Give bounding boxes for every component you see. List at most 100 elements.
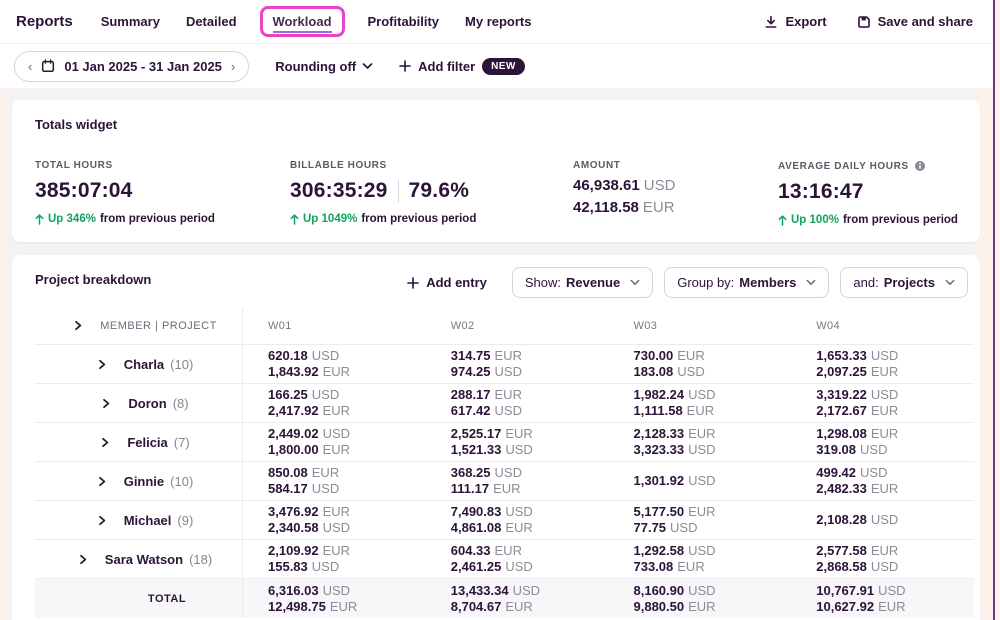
member-cell: Ginnie (10) [35, 462, 243, 500]
amount-value: 9,880.50 [633, 598, 685, 614]
member-project-count: (8) [172, 395, 189, 411]
amount-value: 730.00 [633, 348, 674, 363]
table-header-row: MEMBER | PROJECT W01 W02 W03 W04 [35, 307, 974, 344]
header: Reports Summary Detailed Workload Profitabi… [0, 0, 993, 88]
expand-chevron-icon[interactable] [97, 359, 107, 370]
breakdown-table: MEMBER | PROJECT W01 W02 W03 W04 Charla (10) 62… [35, 307, 974, 618]
revenue-cell: 1,292.58 USD 733.08 EUR [609, 540, 792, 578]
revenue-cell: 1,653.33 USD 2,097.25 EUR [791, 345, 974, 383]
total-hours-value: 385:07:04 [35, 179, 133, 202]
revenue-cell: 166.25 USD 2,417.92 EUR [243, 384, 426, 422]
revenue-cell: 730.00 EUR 183.08 USD [609, 345, 792, 383]
chevron-down-icon [362, 62, 373, 70]
amount-value: 1,298.08 [816, 426, 867, 441]
currency-code: EUR [505, 520, 533, 535]
expand-chevron-icon[interactable] [97, 476, 107, 487]
revenue-cell: 2,577.58 EUR 2,868.58 USD [791, 540, 974, 578]
amount-value: 2,109.92 [268, 543, 319, 558]
amount-line: 42,118.58 EUR [573, 199, 675, 216]
revenue-cell: 620.18 USD 1,843.92 EUR [243, 345, 426, 383]
currency-code: USD [322, 582, 351, 598]
tab-detailed[interactable]: Detailed [186, 9, 237, 34]
revenue-cell: 2,108.28 USD [791, 501, 974, 539]
amount-value: 1,653.33 [816, 348, 867, 363]
amount-value: 620.18 [268, 348, 308, 363]
currency-code: USD [870, 512, 899, 527]
expand-chevron-icon[interactable] [100, 437, 110, 448]
amount-value: 2,340.58 [268, 520, 319, 535]
amount-value: 974.25 [450, 364, 491, 379]
amount-value: 166.25 [268, 387, 308, 402]
billable-percent: 79.6% [408, 179, 470, 202]
next-period-button[interactable]: › [230, 58, 236, 74]
tab-profitability[interactable]: Profitability [368, 9, 440, 34]
amount-line: 46,938.61 USD [573, 177, 676, 194]
tab-summary[interactable]: Summary [101, 9, 160, 34]
chevron-down-icon [935, 279, 955, 286]
revenue-cell: 2,449.02 USD 1,800.00 EUR [243, 423, 426, 461]
currency-code: USD [677, 364, 705, 379]
totals-widget-card: Totals widget TOTAL HOURS 385:07:04 Up 3… [12, 100, 980, 242]
currency-code: EUR [494, 543, 522, 558]
expand-chevron-icon[interactable] [78, 554, 88, 565]
amount-value: 314.75 [450, 348, 491, 363]
tab-label: Summary [100, 14, 160, 29]
amount-value: 1,111.58 [633, 403, 683, 418]
add-filter-button[interactable]: Add filter NEW [399, 57, 525, 75]
revenue-cell: 499.42 USD 2,482.33 EUR [791, 462, 974, 500]
revenue-cell: 1,301.92 USD [609, 462, 792, 500]
member-name: Ginnie [123, 473, 165, 489]
currency-code: USD [494, 364, 522, 379]
currency-code: EUR [870, 426, 899, 441]
metric-total-hours: TOTAL HOURS 385:07:04 Up 346% from previ… [35, 160, 215, 225]
previous-period-button[interactable]: ‹ [28, 58, 33, 74]
show-dropdown[interactable]: Show: Revenue [511, 267, 654, 298]
amount-value: 604.33 [450, 543, 491, 558]
currency-code: USD [311, 348, 340, 363]
revenue-cell: 7,490.83 USD 4,861.08 EUR [426, 501, 609, 539]
rounding-dropdown[interactable]: Rounding off [275, 59, 373, 74]
revenue-cell: 850.08 EUR 584.17 USD [243, 462, 426, 500]
currency-code: USD [870, 348, 899, 363]
date-range-picker[interactable]: ‹ 01 Jan 2025 - 31 Jan 2025 › [14, 50, 250, 82]
info-icon[interactable] [914, 160, 926, 172]
amount-value: 2,525.17 [450, 426, 502, 441]
window-edge-line [993, 0, 995, 620]
nav-row: Reports Summary Detailed Workload Profitabi… [0, 0, 993, 44]
and-dropdown[interactable]: and: Projects [840, 267, 968, 298]
revenue-cell: 288.17 EUR 617.42 USD [426, 384, 609, 422]
project-breakdown-title: Project breakdown [35, 272, 152, 287]
amount-value: 2,461.25 [450, 559, 502, 574]
expand-chevron-icon[interactable] [73, 320, 83, 331]
member-cell: Michael (9) [35, 501, 243, 539]
group-by-dropdown[interactable]: Group by: Members [664, 267, 830, 298]
amount-value: 8,160.90 [633, 582, 685, 598]
expand-chevron-icon[interactable] [97, 515, 107, 526]
trend-up-icon [35, 213, 44, 225]
totals-widget-title: Totals widget [35, 117, 118, 132]
export-button[interactable]: Export [764, 14, 827, 29]
currency-code: USD [688, 543, 716, 558]
tab-my-reports[interactable]: My reports [465, 9, 531, 34]
week-column-header: W02 [450, 319, 475, 332]
tab-label: Workload [272, 14, 332, 33]
save-and-share-button[interactable]: Save and share [857, 14, 973, 29]
amount-value: 1,982.24 [633, 387, 685, 402]
currency-code: USD [494, 465, 522, 480]
expand-chevron-icon[interactable] [101, 398, 111, 409]
member-cell: Doron (8) [35, 384, 243, 422]
currency-code: USD [512, 582, 541, 598]
amount-value: 368.25 [450, 465, 491, 480]
plus-icon [407, 276, 419, 289]
member-project-count: (10) [170, 473, 194, 489]
currency-code: USD [505, 504, 533, 519]
add-entry-button[interactable]: Add entry [407, 275, 487, 290]
revenue-cell: 3,319.22 USD 2,172.67 EUR [791, 384, 974, 422]
currency-code: USD [688, 387, 716, 402]
table-row: Doron (8) 166.25 USD 2,417.92 EUR 288.17 EUR 617… [35, 383, 974, 422]
member-name: Michael [123, 512, 172, 528]
currency-code: EUR [688, 598, 716, 614]
member-project-count: (9) [177, 512, 194, 528]
nav-tabs: Summary Detailed Workload Profitability My r… [101, 6, 532, 37]
tab-workload[interactable]: Workload [259, 6, 345, 37]
